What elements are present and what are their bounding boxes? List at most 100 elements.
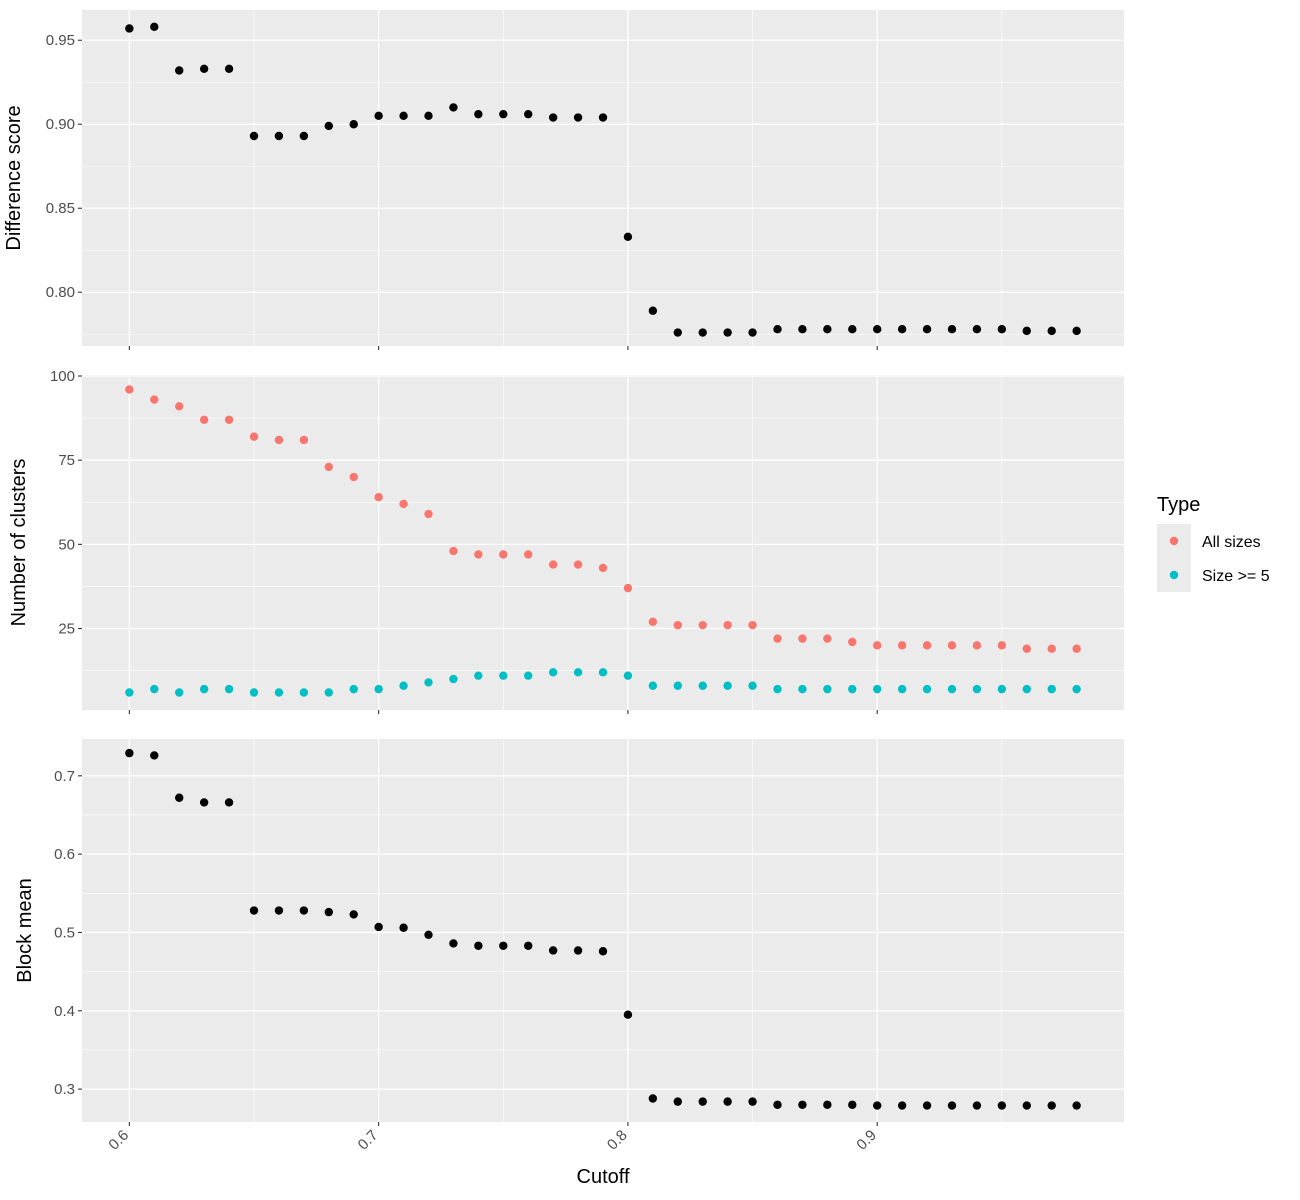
legend-key-point — [1169, 536, 1179, 546]
data-point — [773, 634, 782, 643]
data-point — [798, 325, 807, 334]
data-point — [798, 634, 807, 643]
data-point — [623, 232, 633, 241]
data-point — [125, 385, 134, 394]
data-point — [972, 1101, 982, 1110]
data-point — [199, 798, 209, 807]
data-point — [648, 1094, 658, 1103]
data-point — [150, 395, 159, 404]
data-point — [399, 111, 408, 121]
data-point — [299, 131, 309, 141]
data-point — [474, 109, 483, 119]
y-tick-label: 100 — [50, 368, 75, 385]
data-point — [598, 947, 608, 956]
x-tick-label: 0.6 — [105, 1127, 132, 1154]
data-point — [349, 120, 358, 129]
x-tick-label: 0.9 — [853, 1127, 880, 1154]
data-point — [723, 1097, 732, 1106]
data-point — [897, 684, 907, 694]
data-point — [573, 113, 583, 122]
data-point — [848, 637, 857, 647]
data-point — [773, 1100, 782, 1109]
data-point — [698, 1097, 707, 1106]
data-point — [573, 560, 583, 569]
data-point — [623, 671, 633, 680]
data-point — [972, 641, 982, 650]
data-point — [698, 328, 707, 337]
data-point — [823, 1100, 832, 1109]
data-point — [324, 907, 333, 917]
y-axis-title: Number of clusters — [8, 459, 30, 627]
data-point — [424, 930, 433, 940]
data-point — [349, 684, 358, 694]
data-point — [424, 678, 433, 687]
data-point — [673, 328, 682, 337]
data-point — [598, 563, 608, 573]
data-point — [548, 668, 558, 677]
data-point — [299, 435, 309, 445]
data-point — [1072, 326, 1081, 336]
data-point — [823, 325, 832, 334]
data-point — [224, 798, 234, 807]
data-point — [873, 325, 882, 334]
data-point — [474, 671, 483, 680]
y-axis-title: Difference score — [3, 105, 25, 250]
data-point — [947, 684, 957, 694]
data-point — [823, 634, 832, 643]
data-point — [698, 620, 707, 630]
panel-background — [82, 10, 1124, 346]
data-point — [1022, 684, 1031, 694]
data-point — [848, 684, 857, 694]
data-point — [499, 550, 508, 559]
y-tick-label: 0.85 — [46, 200, 75, 217]
data-point — [299, 906, 309, 915]
data-point — [573, 668, 583, 677]
data-point — [997, 641, 1007, 650]
data-point — [922, 1101, 932, 1110]
data-point — [449, 939, 458, 948]
y-tick-label: 75 — [58, 452, 75, 469]
data-point — [1072, 644, 1081, 653]
data-point — [349, 472, 358, 482]
data-point — [673, 1097, 682, 1106]
data-point — [399, 499, 408, 509]
data-point — [150, 22, 159, 31]
y-tick-label: 0.95 — [46, 32, 75, 49]
data-point — [748, 681, 757, 690]
x-tick-label: 0.7 — [355, 1127, 382, 1154]
legend-label: Size >= 5 — [1202, 568, 1270, 585]
data-point — [673, 681, 682, 690]
data-point — [1047, 1101, 1056, 1110]
legend-title: Type — [1157, 494, 1200, 516]
data-point — [374, 493, 383, 502]
data-point — [399, 681, 408, 690]
data-point — [598, 668, 608, 677]
y-tick-label: 0.6 — [54, 846, 75, 863]
data-point — [524, 941, 533, 950]
data-point — [324, 121, 333, 131]
data-point — [997, 325, 1007, 334]
data-point — [698, 681, 707, 690]
data-point — [897, 325, 907, 334]
panel-background — [82, 375, 1124, 710]
data-point — [598, 113, 608, 122]
data-point — [1047, 644, 1056, 653]
data-point — [424, 111, 433, 121]
data-point — [723, 681, 732, 690]
data-point — [972, 684, 982, 694]
data-point — [474, 550, 483, 559]
data-point — [1047, 684, 1056, 694]
data-point — [723, 328, 732, 337]
data-point — [673, 620, 682, 630]
panel-3: 0.7 0.6 0.5 0.4 0.3 Block mean — [14, 739, 1124, 1126]
data-point — [449, 546, 458, 556]
data-point — [499, 941, 508, 950]
data-point — [947, 325, 957, 334]
data-point — [798, 684, 807, 694]
y-tick-label: 50 — [58, 536, 75, 553]
data-point — [1072, 684, 1081, 694]
data-point — [324, 462, 333, 472]
data-point — [922, 641, 932, 650]
data-point — [524, 671, 533, 680]
